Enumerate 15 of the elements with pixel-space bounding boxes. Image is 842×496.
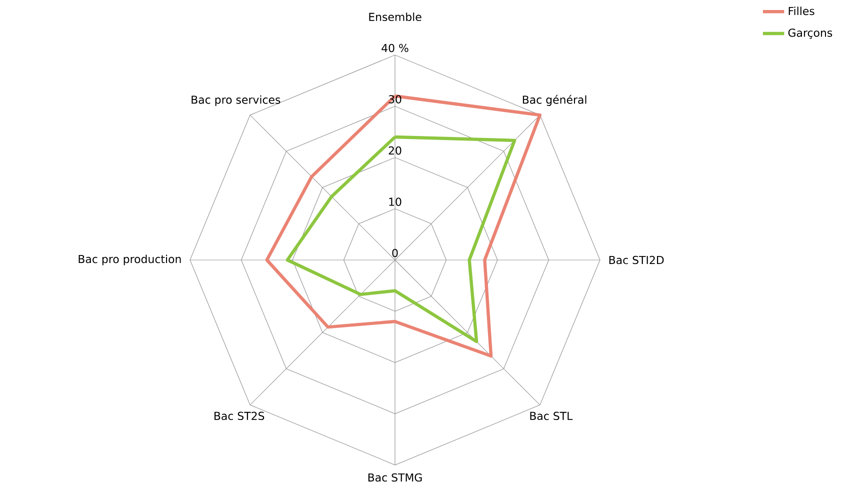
y-tick-label: 10 <box>389 198 402 206</box>
spoke-label: Bac général <box>522 94 586 106</box>
y-tick-label: 40 % <box>382 44 408 52</box>
spoke-label: Bac STMG <box>368 473 422 482</box>
y-tick-label: 0 <box>392 248 398 258</box>
spoke-label: Ensemble <box>369 12 422 22</box>
legend-label: Filles <box>788 6 814 16</box>
legend-label: Garçons <box>788 28 832 39</box>
y-tick-label: 20 <box>388 146 402 155</box>
spoke-label: Bac pro production <box>78 254 181 266</box>
spoke-label: Bac STL <box>530 412 573 420</box>
spoke-label: Bac ST2S <box>214 412 264 420</box>
spoke-label: Bac pro services <box>192 95 280 106</box>
spoke-label: Bac STI2D <box>609 256 664 264</box>
y-tick-label: 30 <box>388 95 402 104</box>
